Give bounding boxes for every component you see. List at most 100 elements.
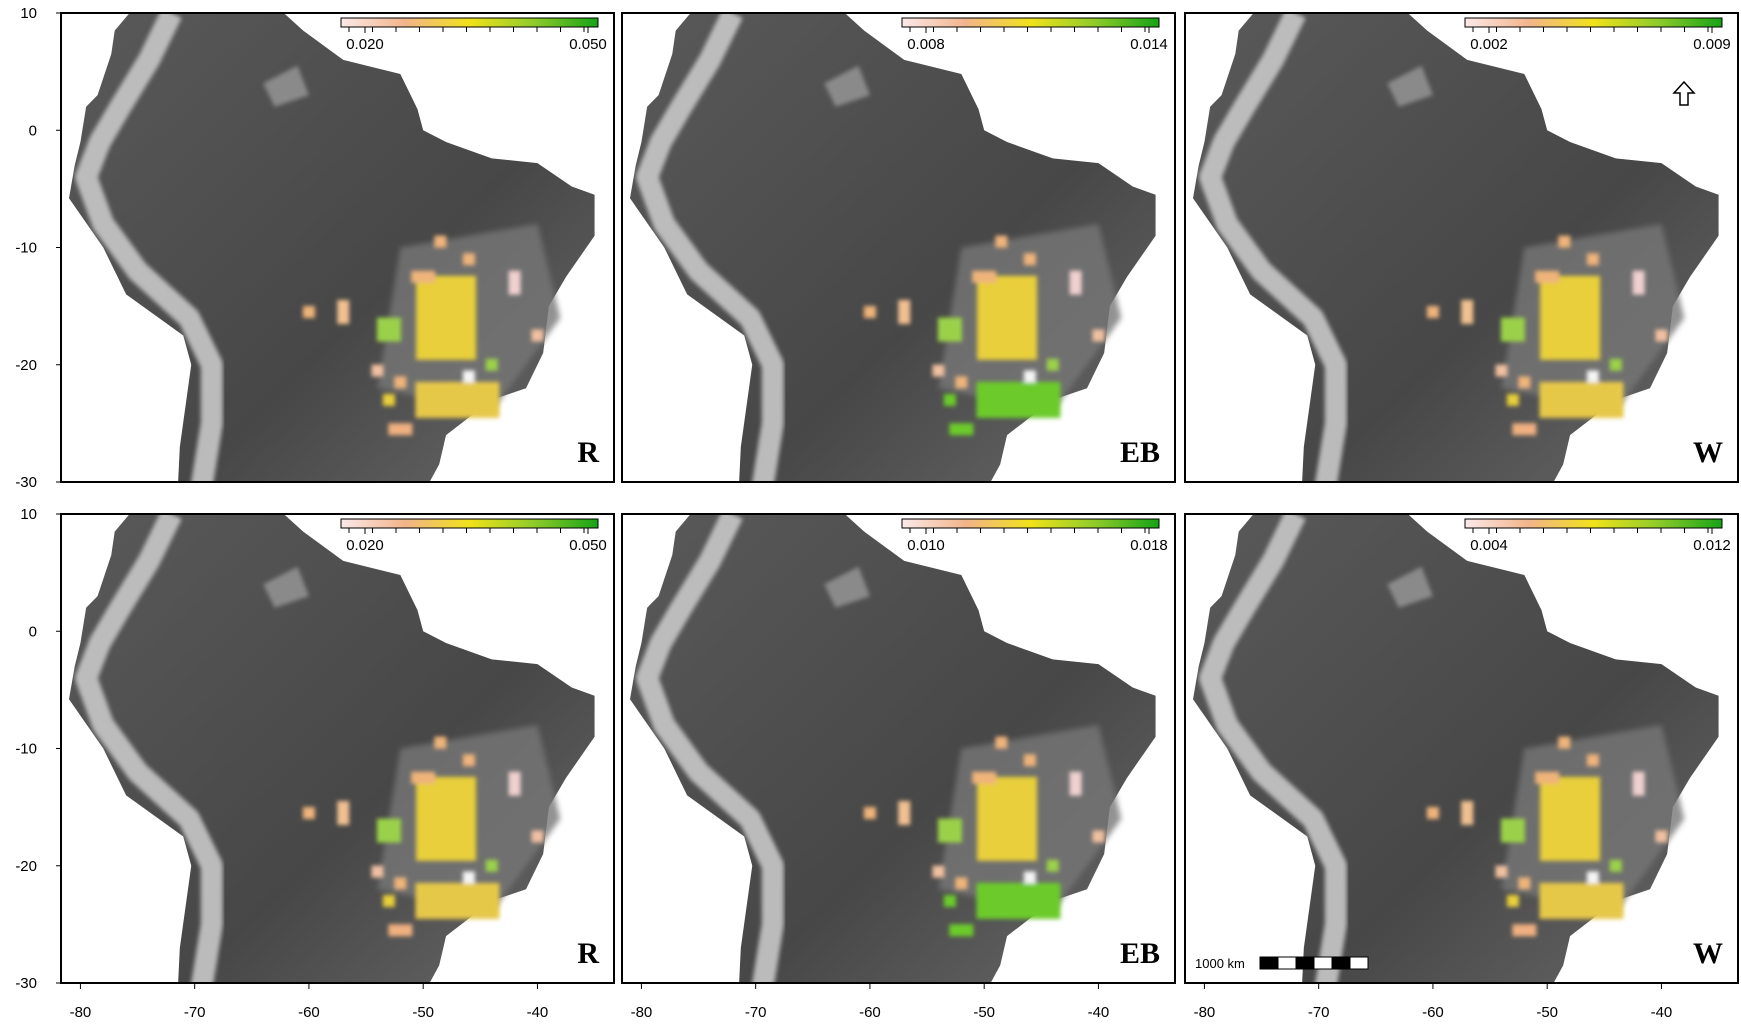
colorbar-label: 0.020 — [346, 36, 384, 53]
suitability-cell — [1587, 370, 1599, 382]
colorbar — [341, 18, 598, 27]
lon-tick-label: -60 — [1422, 1004, 1444, 1021]
suitability-cell — [383, 895, 395, 907]
suitability-cell — [1507, 394, 1519, 406]
lon-tick-label: -40 — [1651, 1004, 1673, 1021]
suitability-cell — [486, 860, 498, 872]
suitability-cell — [463, 871, 475, 883]
suitability-cell — [1535, 271, 1559, 283]
suitability-cell — [976, 883, 1060, 919]
colorbar-label: 0.018 — [1130, 537, 1168, 554]
lon-tick-label: -70 — [1308, 1004, 1330, 1021]
colorbar-label: 0.002 — [1470, 36, 1508, 53]
suitability-cell — [463, 754, 475, 766]
suitability-cell — [949, 924, 973, 936]
suitability-cell — [1024, 370, 1036, 382]
lon-tick-label: -50 — [973, 1004, 995, 1021]
suitability-cell — [388, 423, 412, 435]
colorbar — [902, 18, 1159, 27]
suitability-cell — [1539, 382, 1623, 418]
lat-tick-label: -30 — [15, 975, 37, 992]
suitability-cell — [1512, 423, 1536, 435]
suitability-cell — [938, 819, 962, 843]
lat-tick-label: 10 — [20, 506, 37, 523]
scale-bar-segment — [1260, 957, 1278, 969]
scale-bar-segment — [1296, 957, 1314, 969]
map-content — [69, 493, 595, 995]
suitability-cell — [1633, 271, 1645, 295]
suitability-cell — [1047, 359, 1059, 371]
suitability-cell — [972, 271, 996, 283]
colorbar — [341, 519, 598, 528]
panel-label: R — [577, 937, 599, 970]
suitability-cell — [1610, 359, 1622, 371]
suitability-cell — [1092, 329, 1104, 341]
lon-tick-label: -40 — [1088, 1004, 1110, 1021]
suitability-cell — [486, 359, 498, 371]
suitability-cell — [377, 318, 401, 342]
lon-tick-label: -70 — [745, 1004, 767, 1021]
suitability-cell — [1495, 866, 1507, 878]
suitability-cell — [1495, 365, 1507, 377]
suitability-cell — [995, 236, 1007, 248]
suitability-cell — [371, 866, 383, 878]
suitability-cell — [371, 365, 383, 377]
suitability-cell — [1512, 924, 1536, 936]
suitability-cell — [411, 271, 435, 283]
lon-tick-label: -50 — [1536, 1004, 1558, 1021]
suitability-cell — [411, 772, 435, 784]
suitability-cell — [416, 777, 476, 861]
suitability-cell — [1047, 860, 1059, 872]
panel-label: W — [1693, 436, 1723, 469]
map-content — [630, 493, 1156, 995]
colorbar-label: 0.012 — [1693, 537, 1731, 554]
panel-label: EB — [1120, 436, 1160, 469]
suitability-cell — [1024, 253, 1036, 265]
suitability-cell — [434, 236, 446, 248]
scale-bar-segment — [1332, 957, 1350, 969]
colorbar-label: 0.008 — [907, 36, 945, 53]
suitability-cell — [1540, 276, 1600, 360]
suitability-cell — [932, 866, 944, 878]
suitability-cell — [1540, 777, 1600, 861]
suitability-cell — [303, 306, 315, 318]
suitability-cell — [977, 777, 1037, 861]
scale-bar-label: 1000 km — [1195, 956, 1245, 971]
suitability-cell — [394, 376, 406, 388]
suitability-cell — [1610, 860, 1622, 872]
suitability-cell — [944, 394, 956, 406]
suitability-cell — [1070, 271, 1082, 295]
suitability-cell — [1024, 754, 1036, 766]
colorbar-label: 0.020 — [346, 537, 384, 554]
colorbar — [1465, 18, 1722, 27]
suitability-cell — [938, 318, 962, 342]
suitability-cell — [377, 819, 401, 843]
lon-tick-label: -40 — [527, 1004, 549, 1021]
map-content — [1193, 493, 1719, 995]
lat-tick-label: -20 — [15, 357, 37, 374]
suitability-cell — [337, 300, 349, 324]
scale-bar-segment — [1314, 957, 1332, 969]
colorbar-label: 0.010 — [907, 537, 945, 554]
lat-tick-label: -20 — [15, 858, 37, 875]
suitability-cell — [1501, 819, 1525, 843]
suitability-cell — [976, 382, 1060, 418]
suitability-cell — [1092, 830, 1104, 842]
suitability-cell — [1461, 801, 1473, 825]
suitability-cell — [949, 423, 973, 435]
lon-tick-label: -50 — [412, 1004, 434, 1021]
suitability-cell — [995, 737, 1007, 749]
suitability-cell — [1558, 737, 1570, 749]
suitability-cell — [394, 877, 406, 889]
suitability-cell — [898, 801, 910, 825]
suitability-cell — [1587, 253, 1599, 265]
suitability-cell — [972, 772, 996, 784]
suitability-cell — [977, 276, 1037, 360]
map-content — [1193, 0, 1719, 494]
suitability-cell — [303, 807, 315, 819]
lon-tick-label: -70 — [184, 1004, 206, 1021]
suitability-cell — [1518, 877, 1530, 889]
suitability-cell — [415, 883, 499, 919]
lon-tick-label: -60 — [859, 1004, 881, 1021]
